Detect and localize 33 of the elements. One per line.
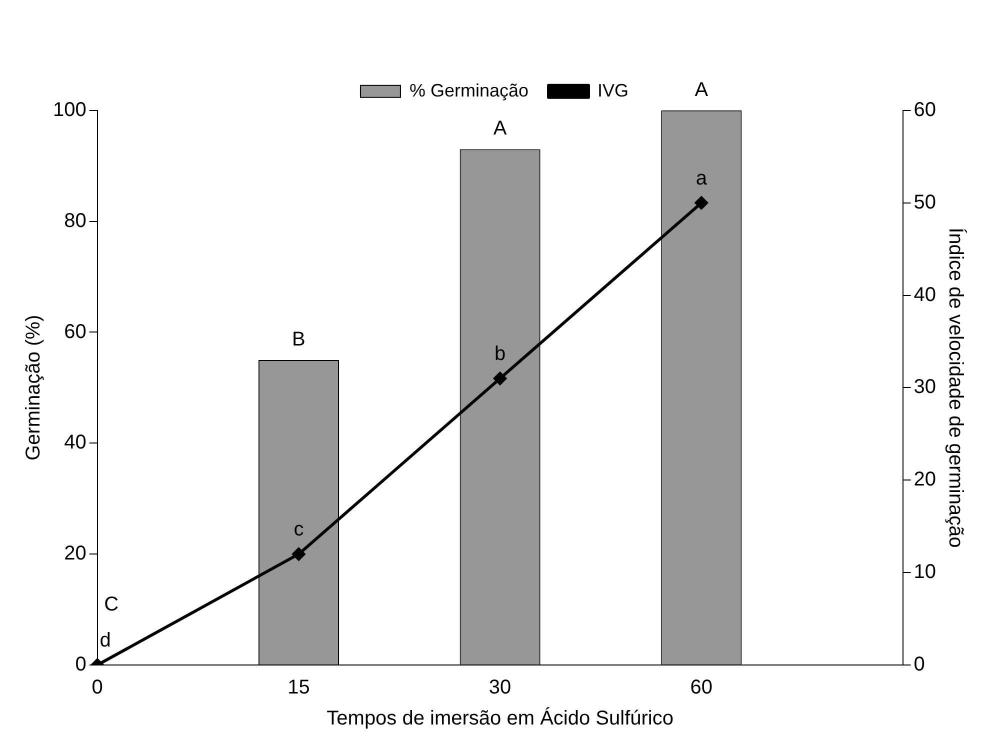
data-label: c [294,518,304,541]
legend-label: IVG [598,80,629,100]
y-tick-label: 80 [64,210,86,232]
point [494,372,507,385]
y2-tick-label: 60 [914,98,936,121]
y-axis-title: Germinação (%) [22,314,45,461]
data-label: b [494,342,506,365]
y2-tick-label: 30 [914,376,936,398]
x-tick-label: 30 [488,676,512,699]
point [694,196,708,210]
data-label: C [104,594,119,616]
y-tick-label: 20 [64,542,86,565]
data-label: d [100,630,111,652]
y2-axis-title: Índice de velocidade de germinação [944,228,968,548]
y-tick-label: 40 [64,432,86,454]
data-label: a [696,167,708,190]
data-label: B [292,328,306,350]
y-tick-label: 100 [52,98,86,121]
point [292,548,306,561]
y-tick-label: 60 [64,320,86,343]
legend-label: % Germinação [409,80,529,100]
x-tick-label: 15 [288,676,310,699]
x-axis-title: Tempos de imersão em Ácido Sulfúrico [326,706,674,730]
x-tick-label: 0 [92,676,103,699]
y2-tick-label: 20 [914,468,936,491]
y-tick-label: 0 [75,654,86,676]
y2-tick-label: 10 [914,561,936,584]
data-label: A [694,78,709,101]
y2-tick-label: 40 [914,284,936,306]
x-tick-label: 60 [690,676,713,699]
data-label: A [493,118,508,140]
y2-tick-label: 0 [914,654,925,676]
y2-tick-label: 50 [914,191,936,214]
